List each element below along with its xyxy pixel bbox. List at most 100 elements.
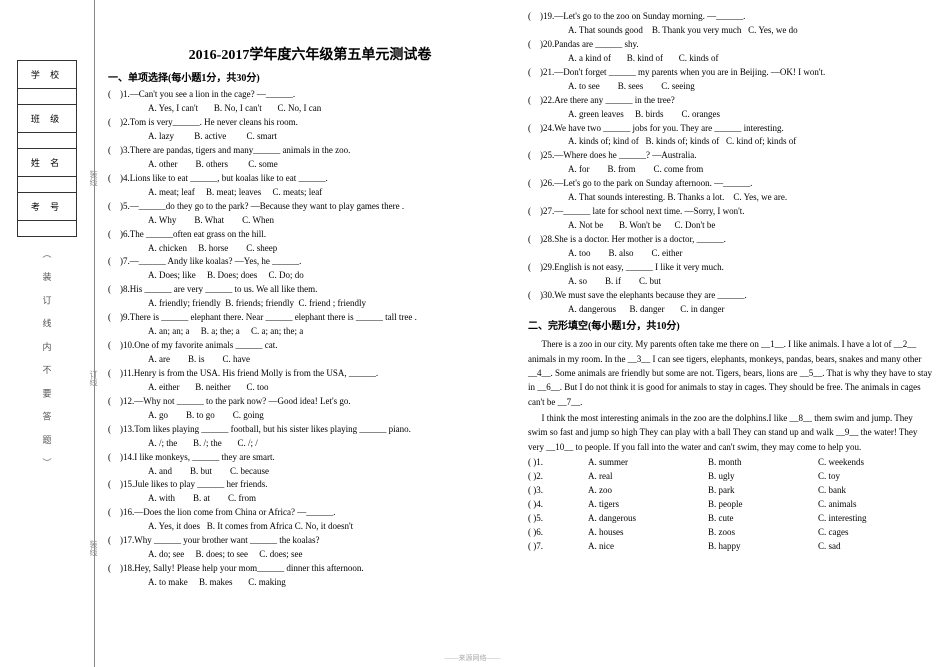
cloze-option-c: C. cages [818,526,928,540]
question-options: A. to make B. makes C. making [108,576,512,590]
question-stem: ( )26.—Let's go to the park on Sunday af… [528,177,932,191]
question-options: A. Yes, it does B. It comes from Africa … [108,520,512,534]
question-stem: ( )12.—Why not ______ to the park now? —… [108,395,512,409]
cloze-option-n: ( )1. [528,456,588,470]
question-options: A. That sounds good B. Thank you very mu… [528,24,932,38]
info-label-number: 考 号 [18,193,77,221]
cloze-option-b: B. people [708,498,818,512]
binding-note: （ 装 订 线 内 不 要 答 题 ） [41,249,54,473]
question-stem: ( )4.Lions like to eat ______, but koala… [108,172,512,186]
question-options: A. are B. is C. have [108,353,512,367]
question-stem: ( )7.—______ Andy like koalas? —Yes, he … [108,255,512,269]
cut-mark: 装线 [88,170,99,186]
cloze-option-a: A. dangerous [588,512,708,526]
question-stem: ( )15.Jule likes to play ______ her frie… [108,478,512,492]
question-stem: ( )11.Henry is from the USA. His friend … [108,367,512,381]
cloze-option-n: ( )2. [528,470,588,484]
question-options: A. too B. also C. either [528,247,932,261]
cloze-option-c: C. interesting [818,512,928,526]
cloze-option-c: C. toy [818,470,928,484]
info-blank [18,133,77,149]
question-stem: ( )17.Why ______ your brother want _____… [108,534,512,548]
cloze-passage: There is a zoo in our city. My parents o… [528,337,932,454]
content-area: 2016-2017学年度六年级第五单元测试卷 一、单项选择(每小题1分，共30分… [95,0,945,667]
question-options: A. do; see B. does; to see C. does; see [108,548,512,562]
cloze-option-n: ( )3. [528,484,588,498]
question-stem: ( )5.—______do they go to the park? —Bec… [108,200,512,214]
question-options: A. Yes, I can't B. No, I can't C. No, I … [108,102,512,116]
cloze-option-b: B. happy [708,540,818,554]
question-options: A. That sounds interesting. B. Thanks a … [528,191,932,205]
question-options: A. an; an; a B. a; the; a C. a; an; the;… [108,325,512,339]
question-options: A. either B. neither C. too [108,381,512,395]
cloze-option-b: B. park [708,484,818,498]
question-stem: ( )19.—Let's go to the zoo on Sunday mor… [528,10,932,24]
cloze-option-a: A. zoo [588,484,708,498]
cloze-option-row: ( )3.A. zooB. parkC. bank [528,484,932,498]
question-stem: ( )25.—Where does he ______? —Australia. [528,149,932,163]
cloze-option-a: A. summer [588,456,708,470]
question-stem: ( )14.I like monkeys, ______ they are sm… [108,451,512,465]
question-stem: ( )30.We must save the elephants because… [528,289,932,303]
question-options: A. a kind of B. kind of C. kinds of [528,52,932,66]
cloze-option-b: B. cute [708,512,818,526]
cloze-options-list: ( )1.A. summerB. monthC. weekends( )2.A.… [528,456,932,554]
cut-mark: 订线 [88,370,99,386]
section-2-header: 二、完形填空(每小题1分，共10分) [528,319,932,335]
right-question-list: ( )19.—Let's go to the zoo on Sunday mor… [528,10,932,317]
question-options: A. lazy B. active C. smart [108,130,512,144]
question-stem: ( )20.Pandas are ______ shy. [528,38,932,52]
question-stem: ( )13.Tom likes playing ______ football,… [108,423,512,437]
cloze-option-n: ( )7. [528,540,588,554]
question-stem: ( )21.—Don't forget ______ my parents wh… [528,66,932,80]
question-options: A. to see B. sees C. seeing [528,80,932,94]
question-stem: ( )6.The ______often eat grass on the hi… [108,228,512,242]
question-options: A. dangerous B. danger C. in danger [528,303,932,317]
exam-page: 学 校 班 级 姓 名 考 号 （ 装 订 线 内 不 要 答 题 ） 装线 订… [0,0,945,667]
question-stem: ( )24.We have two ______ jobs for you. T… [528,122,932,136]
question-stem: ( )18.Hey, Sally! Please help your mom__… [108,562,512,576]
question-options: A. /; the B. /; the C. /; / [108,437,512,451]
cloze-option-row: ( )1.A. summerB. monthC. weekends [528,456,932,470]
question-options: A. green leaves B. birds C. oranges [528,108,932,122]
question-options: A. go B. to go C. going [108,409,512,423]
question-options: A. other B. others C. some [108,158,512,172]
cloze-option-row: ( )5.A. dangerousB. cuteC. interesting [528,512,932,526]
cloze-option-b: B. ugly [708,470,818,484]
question-stem: ( )1.—Can't you see a lion in the cage? … [108,88,512,102]
left-question-list: ( )1.—Can't you see a lion in the cage? … [108,88,512,590]
info-blank [18,89,77,105]
question-options: A. with B. at C. from [108,492,512,506]
cloze-option-b: B. zoos [708,526,818,540]
cloze-option-row: ( )4.A. tigersB. peopleC. animals [528,498,932,512]
exam-title: 2016-2017学年度六年级第五单元测试卷 [108,45,512,67]
cloze-option-c: C. bank [818,484,928,498]
question-stem: ( )2.Tom is very______. He never cleans … [108,116,512,130]
cloze-option-c: C. animals [818,498,928,512]
binding-margin: 学 校 班 级 姓 名 考 号 （ 装 订 线 内 不 要 答 题 ） 装线 订… [0,0,95,667]
info-blank [18,177,77,193]
cloze-option-n: ( )4. [528,498,588,512]
question-options: A. friendly; friendly B. friends; friend… [108,297,512,311]
question-options: A. and B. but C. because [108,465,512,479]
cloze-option-row: ( )7.A. niceB. happyC. sad [528,540,932,554]
cloze-para: I think the most interesting animals in … [528,411,932,454]
cloze-option-a: A. tigers [588,498,708,512]
info-label-school: 学 校 [18,61,77,89]
question-options: A. for B. from C. come from [528,163,932,177]
question-stem: ( )28.She is a doctor. Her mother is a d… [528,233,932,247]
cloze-option-c: C. weekends [818,456,928,470]
question-options: A. chicken B. horse C. sheep [108,242,512,256]
page-footer: ——来源网络—— [0,653,945,663]
question-stem: ( )9.There is ______ elephant there. Nea… [108,311,512,325]
question-options: A. meat; leaf B. meat; leaves C. meats; … [108,186,512,200]
cloze-option-b: B. month [708,456,818,470]
right-column: ( )19.—Let's go to the zoo on Sunday mor… [520,10,940,662]
cloze-option-a: A. houses [588,526,708,540]
cloze-option-c: C. sad [818,540,928,554]
question-stem: ( )10.One of my favorite animals ______ … [108,339,512,353]
cut-mark: 装线 [88,540,99,556]
question-options: A. Does; like B. Does; does C. Do; do [108,269,512,283]
question-stem: ( )27.—______ late for school next time.… [528,205,932,219]
cloze-option-row: ( )2.A. realB. uglyC. toy [528,470,932,484]
